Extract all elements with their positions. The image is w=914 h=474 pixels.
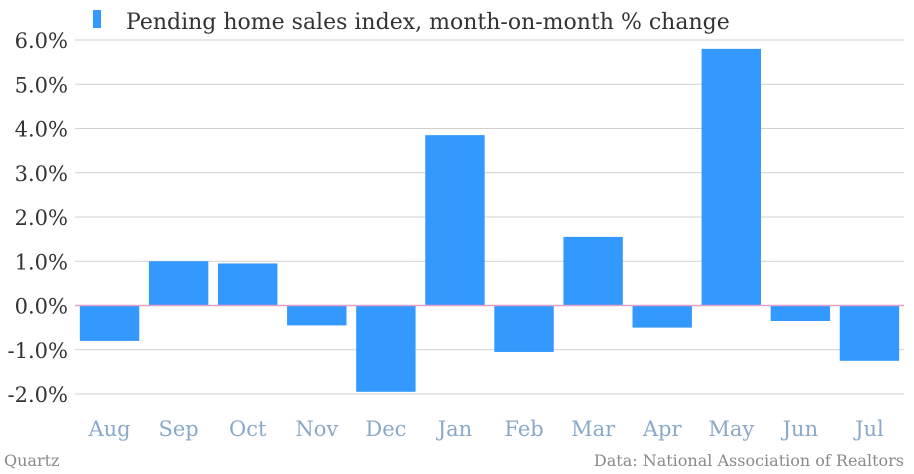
x-category-label: Apr xyxy=(642,417,683,441)
x-category-label: May xyxy=(708,417,754,441)
bar-jul xyxy=(839,305,900,361)
bars xyxy=(79,48,900,392)
bar-jun xyxy=(770,305,831,321)
y-tick-label: 1.0% xyxy=(15,250,68,274)
y-tick-label: 0.0% xyxy=(15,295,68,319)
legend-swatch xyxy=(93,10,101,28)
legend: Pending home sales index, month-on-month… xyxy=(93,10,730,35)
y-tick-label: -2.0% xyxy=(8,383,68,407)
x-category-label: Jun xyxy=(781,417,818,441)
bar-mar xyxy=(563,236,623,306)
y-tick-label: 2.0% xyxy=(15,206,68,230)
x-category-label: Feb xyxy=(504,417,543,441)
bar-may xyxy=(701,48,761,306)
bar-oct xyxy=(218,263,278,306)
y-tick-label: 4.0% xyxy=(15,118,68,142)
gridlines xyxy=(75,39,904,395)
bar-jan xyxy=(425,135,485,306)
x-category-label: Mar xyxy=(571,417,616,441)
y-tick-label: -1.0% xyxy=(8,339,68,363)
bar-aug xyxy=(79,305,140,341)
x-category-label: Sep xyxy=(158,417,198,441)
x-category-label: Aug xyxy=(87,417,130,441)
y-tick-label: 3.0% xyxy=(15,162,68,186)
bar-apr xyxy=(632,305,692,328)
x-axis-category-labels: Aug Sep Oct Nov Dec Jan Feb Mar Apr May Jun Jul xyxy=(87,417,884,441)
x-category-label: Oct xyxy=(229,417,267,441)
y-axis-tick-labels: 6.0% 5.0% 4.0% 3.0% 2.0% 1.0% 0.0% -1.0% -2.0% xyxy=(8,29,68,407)
legend-label: Pending home sales index, month-on-month… xyxy=(126,10,730,35)
x-category-label: Nov xyxy=(295,417,338,441)
bar-nov xyxy=(287,305,347,326)
bar-feb xyxy=(494,305,554,352)
source-left: Quartz xyxy=(4,451,59,470)
x-category-label: Jul xyxy=(853,417,884,441)
x-category-label: Dec xyxy=(365,417,406,441)
x-category-label: Jan xyxy=(436,417,472,441)
bar-dec xyxy=(356,305,416,392)
y-tick-label: 6.0% xyxy=(15,29,68,53)
bar-sep xyxy=(148,261,209,306)
source-right: Data: National Association of Realtors xyxy=(594,451,904,470)
y-tick-label: 5.0% xyxy=(15,73,68,97)
